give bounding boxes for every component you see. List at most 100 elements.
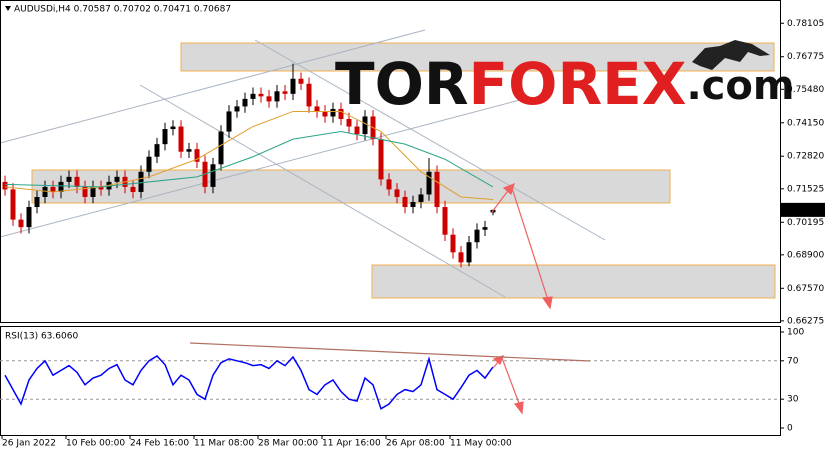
y-tick-label: 0.70195 [787,218,824,228]
candle-body [466,242,472,263]
channel-bottom [0,99,521,238]
price-frame [0,0,781,323]
y-tick-label: 0.74150 [787,118,824,128]
candle-body [138,171,144,192]
arrow-head [513,401,524,415]
candle-body [362,116,368,135]
candle-body [338,108,344,119]
rsi-frame [0,326,781,436]
candle-body [186,149,192,152]
candle-body [474,229,480,243]
moving-average [4,131,494,188]
candle-body [242,98,248,107]
y-tick-label: 0.66275 [787,316,824,326]
down-channel-bottom [139,84,506,298]
x-tick-label: 11 May 00:00 [450,439,512,449]
trend-lines [0,29,606,298]
y-tick-label: 0.68900 [787,250,824,260]
candle-body [58,181,64,192]
candle-body [426,171,432,195]
y-tick-label: 0.67570 [787,284,824,294]
candle-body [290,78,296,94]
candle-body [82,186,88,197]
resistance-zone [180,42,775,72]
rsi-trend-line [189,342,591,362]
candle-body [10,189,16,220]
candle-body [218,131,224,165]
candle-body [306,83,312,107]
candle-body [162,129,168,145]
candle-body [250,93,256,99]
candle-body [418,194,424,203]
down-channel-top [254,39,606,241]
arrow-head [541,296,553,310]
candle-body [2,181,8,190]
candle-body [130,186,136,192]
candle-body [346,118,352,127]
moving-average [4,110,494,200]
candle-body [234,106,240,112]
candle-body [298,78,304,84]
candle-body [330,108,336,117]
y-tick-label: 0 [787,424,793,434]
header-arrow [5,6,11,11]
candle-body [26,207,32,228]
forecast-arrows [491,182,553,415]
arrow-down [511,187,549,301]
candle-body [170,126,176,130]
y-tick-label: 70 [787,356,799,366]
candle-body [322,111,328,117]
watermark-part: TOR [335,50,469,118]
candle-body [74,176,80,187]
channel-top [0,29,426,144]
candle-body [282,91,288,94]
candle-body [114,176,120,182]
candle-body [410,202,416,208]
y-tick-label: 100 [787,328,804,338]
candle-body [458,252,464,263]
candle-body [90,186,96,197]
x-tick-label: 28 Mar 00:00 [258,439,318,449]
candle-body [450,234,456,253]
x-tick-label: 26 Jan 2022 [2,439,56,449]
x-tick-label: 11 Mar 08:00 [194,439,254,449]
support-zone [371,264,776,299]
candle-body [434,171,440,208]
candle-body [386,179,392,190]
marks: 0.78105 0.76775 0.75480 0.74150 0.72820 0.715… [0,19,825,449]
candle-body [178,126,184,152]
candle-body [146,156,152,172]
x-tick-label: 11 Apr 16:00 [322,439,381,449]
candle-body [66,176,72,182]
watermark-part: .com [686,63,794,109]
y-tick-label: 0.72820 [787,152,824,162]
candle-body [378,139,384,180]
candle-body [210,164,216,187]
candle-body [194,149,200,162]
rsi-header: RSI(13) 63.6060 [5,332,78,342]
y-tick-label: 0.71525 [787,184,824,194]
candle-body [266,96,272,102]
candle-body [274,91,280,102]
candle-body [226,111,232,132]
bull-logo [692,40,770,70]
price-tag-bg [781,202,825,217]
middle-zone [31,169,671,204]
candle-body [258,93,264,97]
arrow-head [492,355,505,366]
chart-header: AUDUSDi,H4 0.70587 0.70702 0.70471 0.706… [14,5,231,15]
watermark: TORFOREX.com [335,50,795,118]
arrow-up [491,187,511,213]
candle-body [402,196,408,208]
rsi-arrow-down [501,357,521,407]
rsi-line [4,355,494,410]
y-tick-label: 0.75480 [787,85,824,95]
candle-body [354,126,360,135]
candle-body [34,196,40,208]
price-tag: 0.70687 [784,205,821,215]
x-tick-label: 24 Feb 16:00 [130,439,189,449]
y-tick-label: 0.76775 [787,52,824,62]
x-tick-label: 10 Feb 00:00 [66,439,125,449]
